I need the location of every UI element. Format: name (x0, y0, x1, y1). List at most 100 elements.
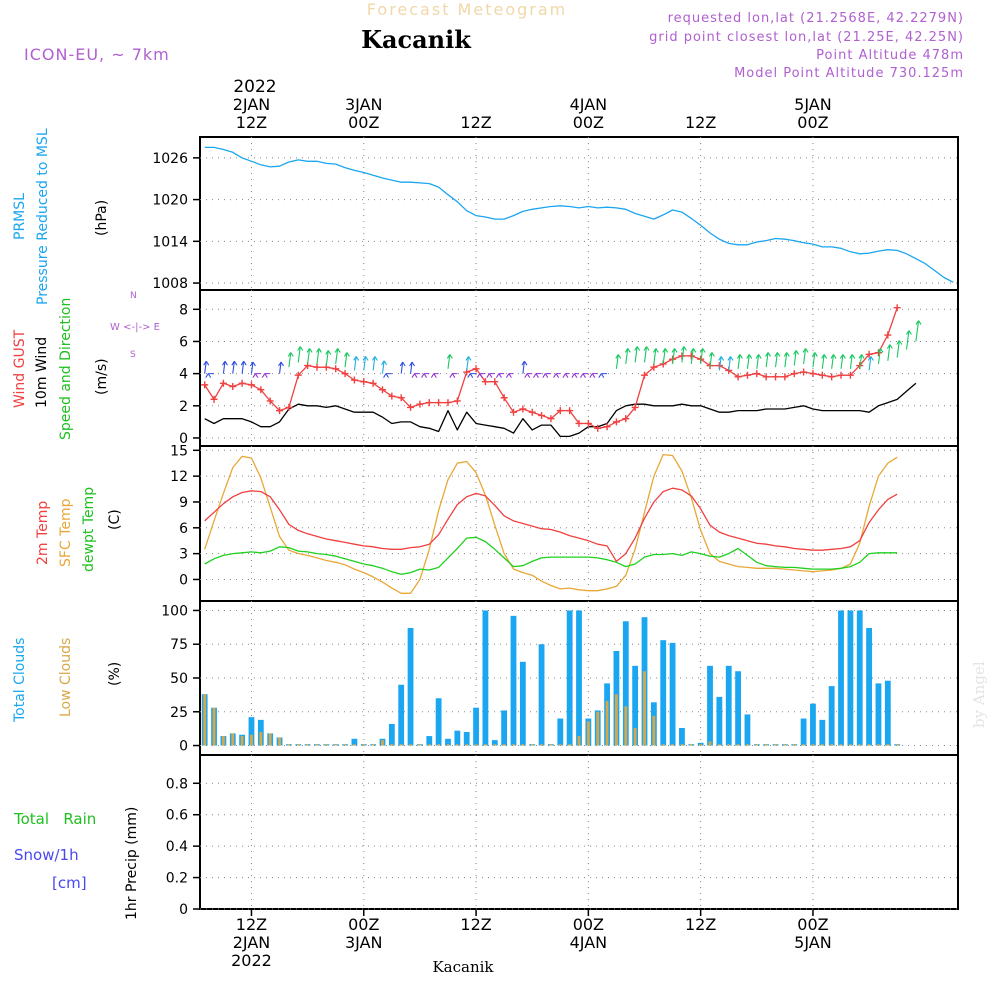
wind-direction-arrow (446, 354, 453, 369)
low-clouds-bar (418, 744, 422, 746)
prmsl-label: PRMSL (12, 193, 28, 240)
wind-gust-marker (837, 371, 845, 379)
wind-direction-arrow (521, 360, 528, 374)
wind-gust-marker (828, 373, 836, 381)
wind-direction-arrow (362, 356, 369, 371)
total-clouds-bar (838, 610, 844, 746)
temp-labels: 2m Temp SFC Temp dewpt Temp (C) (35, 487, 123, 572)
low-clouds-bar (867, 744, 871, 746)
wind-direction-arrow (915, 320, 922, 342)
wind-gust-marker (612, 418, 620, 426)
top-date-label: 3JAN (345, 95, 383, 114)
total-clouds-bar (566, 610, 573, 746)
total-clouds-bar (538, 644, 545, 746)
precipitation-ytick-label: 0.8 (166, 776, 188, 792)
wind-gust-marker (500, 394, 508, 402)
low-clouds-bar (755, 744, 759, 746)
wind-direction-arrow (671, 348, 678, 365)
compass-we: W <-|-> E (110, 322, 160, 333)
wind-gust-marker (210, 395, 218, 403)
wind-gust-marker (538, 411, 546, 419)
footer-station: Kacanik (432, 958, 494, 976)
low-clouds-bar (268, 733, 272, 746)
total-clouds-bar (679, 727, 685, 746)
wind-gust-marker (388, 392, 396, 400)
wind-direction-arrow (727, 356, 734, 371)
wind-direction-arrow (615, 354, 622, 369)
wind-direction-arrow (240, 360, 247, 374)
total-clouds-bar (398, 684, 405, 746)
top-date-label: 2JAN (233, 95, 271, 114)
low-clouds-bar (221, 736, 225, 746)
total-clouds-bar (388, 723, 395, 746)
wind-direction-arrow (643, 346, 650, 363)
wind-direction-arrow (867, 356, 874, 371)
pressure-ytick-label: 1020 (152, 193, 188, 209)
wind-gust-marker (753, 370, 761, 378)
total-clouds-bar (557, 718, 564, 746)
wind-direction-arrow (624, 348, 631, 365)
pressure-msl-label: Pressure Reduced to MSL (35, 128, 51, 305)
wind-gust-marker (809, 370, 817, 378)
wind-direction-arrow (652, 348, 659, 365)
bottom-date-label: 2JAN (233, 933, 271, 952)
precip-labels: Total Rain Snow/1h [cm] 1hr Precip (mm) (13, 807, 140, 920)
wind-direction-arrow (579, 373, 589, 378)
wind-direction-arrow (533, 373, 542, 378)
total-clouds-bar (510, 615, 517, 746)
wind-gust-marker (238, 379, 246, 387)
temperature-frame (199, 445, 959, 602)
low-clouds-bar (502, 744, 506, 746)
temp-2m-label: 2m Temp (35, 501, 51, 565)
total-clouds-bar (660, 640, 667, 746)
total-clouds-bar (632, 665, 639, 746)
wind-gust-marker (818, 371, 826, 379)
wind-gust-marker (435, 399, 443, 407)
low-clouds-bar (858, 744, 862, 746)
low-clouds-bar (259, 732, 263, 746)
low-clouds-bar (746, 744, 749, 746)
model-altitude: Model Point Altitude 730.125m (734, 66, 964, 81)
super-title: Forecast Meteogram (367, 0, 567, 19)
total-clouds-bar (856, 610, 863, 746)
pressure-unit-label: (hPa) (94, 200, 110, 236)
temperature-ytick-label: 12 (170, 469, 188, 485)
wind-gust-marker (509, 408, 517, 416)
wind-gust-marker (276, 407, 284, 415)
compass-n: N (130, 291, 137, 301)
wind-direction-arrow (334, 348, 341, 365)
low-clouds-bar (484, 744, 487, 746)
precipitation-frame (199, 754, 959, 910)
low-clouds-bar (203, 694, 207, 746)
wind-direction-arrow (495, 373, 505, 378)
wind-ytick-label: 4 (179, 367, 188, 383)
top-hour-label: 00Z (573, 113, 604, 132)
wind-direction-arrow (849, 354, 856, 369)
low-clouds-bar (512, 744, 515, 746)
wind-gust-marker (734, 373, 742, 381)
wind-direction-arrow (430, 373, 439, 378)
wind-direction-arrow (278, 361, 284, 374)
total-clouds-bar (491, 740, 498, 746)
wind-gust-marker (397, 394, 405, 402)
wind-gust-marker (622, 415, 630, 423)
wind-direction-arrow (858, 354, 865, 369)
low-clouds-bar (568, 744, 572, 746)
low-clouds-bar (231, 733, 235, 746)
low-clouds-bar (615, 694, 618, 746)
total-clouds-bar (847, 610, 854, 746)
low-clouds-bar (605, 700, 609, 746)
wind-direction-arrow (690, 348, 697, 365)
top-hour-label: 00Z (797, 113, 828, 132)
bottom-hour-label: 12Z (236, 915, 267, 934)
wind-direction-arrow (821, 354, 828, 369)
total-clouds-bar (426, 736, 433, 746)
low-clouds-bar (455, 744, 459, 746)
temp-2m-line (204, 487, 898, 563)
low-clouds-bar (680, 744, 684, 746)
precip-axis-label: 1hr Precip (mm) (124, 807, 140, 920)
wind-labels: Wind GUST 10m Wind Speed and Direction (… (12, 291, 160, 440)
wind-speed-dir-label: Speed and Direction (58, 298, 74, 440)
low-clouds-bar (306, 744, 310, 746)
